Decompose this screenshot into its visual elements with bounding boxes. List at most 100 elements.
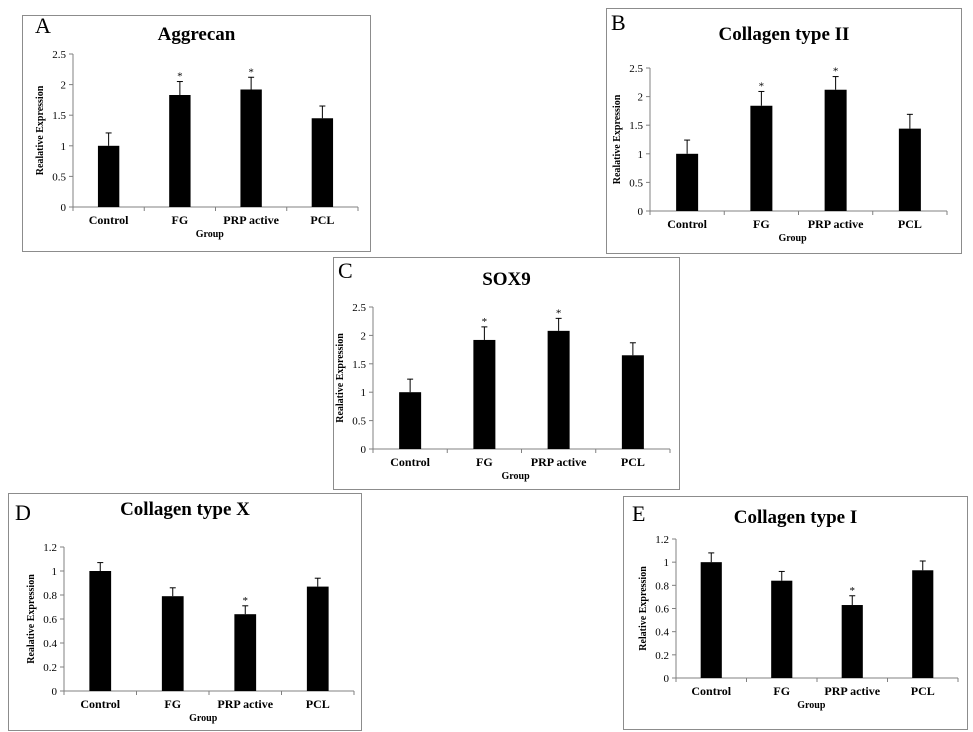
panel-label: A xyxy=(35,13,51,38)
y-tick-label: 2.5 xyxy=(629,63,643,75)
bar xyxy=(700,562,722,678)
bar xyxy=(912,570,934,678)
y-tick-label: 0.4 xyxy=(43,638,57,650)
panel-label: D xyxy=(15,500,31,525)
x-tick-label: FG xyxy=(753,217,770,231)
chart-panel-b: B Collagen type II 0 0.5 1 1.5 2 2.5 Control * F… xyxy=(606,8,962,254)
x-tick-label: FG xyxy=(164,697,181,711)
chart-title: Collagen type II xyxy=(718,24,850,45)
y-tick-label: 0.5 xyxy=(629,177,643,189)
y-tick-label: 0 xyxy=(638,206,644,218)
bar xyxy=(750,105,773,211)
y-tick-label: 1.2 xyxy=(655,534,669,546)
y-axis-label: Realative Expression xyxy=(612,94,623,184)
bar xyxy=(234,614,257,691)
chart-panel-a: A Aggrecan 0 0.5 1 1.5 2 2.5 Control * FG * PRP ac… xyxy=(22,15,371,252)
y-tick-label: 2 xyxy=(361,330,367,342)
y-axis-label: Realative Expression xyxy=(35,85,46,175)
x-tick-label: Control xyxy=(390,455,430,469)
x-axis-label: Group xyxy=(778,233,807,244)
y-tick-label: 1.5 xyxy=(352,359,366,371)
x-tick-label: Control xyxy=(89,213,129,227)
x-tick-label: PRP active xyxy=(808,217,864,231)
significance-marker: * xyxy=(833,66,839,78)
bar xyxy=(771,580,793,678)
bar xyxy=(399,392,422,449)
significance-marker: * xyxy=(556,307,562,319)
y-tick-label: 0 xyxy=(664,673,670,685)
y-tick-label: 0.4 xyxy=(655,627,669,639)
x-tick-label: PRP active xyxy=(531,455,587,469)
x-tick-label: FG xyxy=(172,213,189,227)
chart-panel-e: E Collagen type I 0 0.2 0.4 0.6 0.8 1 1.2 Contr… xyxy=(623,496,968,730)
y-tick-label: 0.6 xyxy=(655,604,669,616)
x-tick-label: PCL xyxy=(306,697,330,711)
x-tick-label: PRP active xyxy=(223,213,279,227)
significance-marker: * xyxy=(850,585,856,597)
bar xyxy=(89,571,112,691)
y-tick-label: 0.5 xyxy=(52,171,66,183)
chart-plot: 0 0.2 0.4 0.6 0.8 1 1.2 Control FG * PRP active PCL… xyxy=(638,534,959,711)
bar xyxy=(97,145,120,207)
y-tick-label: 2.5 xyxy=(352,302,366,314)
bar xyxy=(240,89,262,207)
y-tick-label: 0.5 xyxy=(352,416,366,428)
x-tick-label: PCL xyxy=(911,684,935,698)
y-tick-label: 1 xyxy=(361,387,367,399)
bar xyxy=(473,339,496,449)
chart-panel-c: C SOX9 0 0.5 1 1.5 2 2.5 Control * FG * PRP active… xyxy=(333,257,680,490)
x-tick-label: Control xyxy=(691,684,731,698)
bar xyxy=(306,586,329,691)
y-tick-label: 1.5 xyxy=(629,120,643,132)
chart-title: Collagen type I xyxy=(733,507,858,528)
chart-title: Collagen type X xyxy=(120,499,250,520)
x-tick-label: PCL xyxy=(898,217,922,231)
y-tick-label: 2.5 xyxy=(52,49,66,61)
y-tick-label: 0 xyxy=(52,686,58,698)
bar xyxy=(898,128,921,211)
y-tick-label: 1 xyxy=(638,149,644,161)
x-tick-label: FG xyxy=(476,455,493,469)
y-tick-label: 1.5 xyxy=(52,110,66,122)
y-tick-label: 1.2 xyxy=(43,542,57,554)
panel-label: B xyxy=(611,10,626,35)
bar xyxy=(824,89,847,211)
bar xyxy=(621,355,644,449)
bar xyxy=(161,596,184,691)
y-tick-label: 0.8 xyxy=(43,590,57,602)
chart-plot: 0 0.5 1 1.5 2 2.5 Control * FG * PRP active PCL Grou… xyxy=(335,302,671,482)
chart-title: SOX9 xyxy=(482,269,531,290)
y-tick-label: 0 xyxy=(361,444,367,456)
significance-marker: * xyxy=(759,80,765,92)
y-tick-label: 1 xyxy=(52,566,58,578)
x-axis-label: Group xyxy=(797,700,826,711)
y-axis-label: Relative Expression xyxy=(638,566,649,651)
y-tick-label: 1 xyxy=(61,141,67,153)
y-tick-label: 0.6 xyxy=(43,614,57,626)
x-tick-label: PCL xyxy=(310,213,334,227)
y-tick-label: 0.2 xyxy=(655,650,669,662)
x-axis-label: Group xyxy=(501,471,530,482)
y-tick-label: 0.8 xyxy=(655,580,669,592)
x-axis-label: Group xyxy=(196,229,225,240)
y-tick-label: 2 xyxy=(61,80,67,92)
significance-marker: * xyxy=(243,595,249,607)
x-tick-label: PCL xyxy=(621,455,645,469)
y-tick-label: 0.2 xyxy=(43,662,57,674)
chart-plot: 0 0.5 1 1.5 2 2.5 Control * FG * PRP active PCL Grou… xyxy=(35,49,359,240)
y-tick-label: 0 xyxy=(61,202,67,214)
x-axis-label: Group xyxy=(189,713,218,724)
y-tick-label: 2 xyxy=(638,92,644,104)
bar xyxy=(841,605,863,678)
chart-title: Aggrecan xyxy=(157,24,236,45)
chart-plot: 0 0.2 0.4 0.6 0.8 1 1.2 Control FG * PRP active PCL… xyxy=(26,542,355,724)
panel-label: E xyxy=(632,501,646,526)
x-tick-label: Control xyxy=(80,697,120,711)
significance-marker: * xyxy=(248,66,254,78)
significance-marker: * xyxy=(177,71,183,83)
bar xyxy=(547,330,570,449)
panel-label: C xyxy=(338,258,353,283)
bar xyxy=(676,153,699,211)
x-tick-label: Control xyxy=(667,217,707,231)
bar xyxy=(169,95,191,207)
